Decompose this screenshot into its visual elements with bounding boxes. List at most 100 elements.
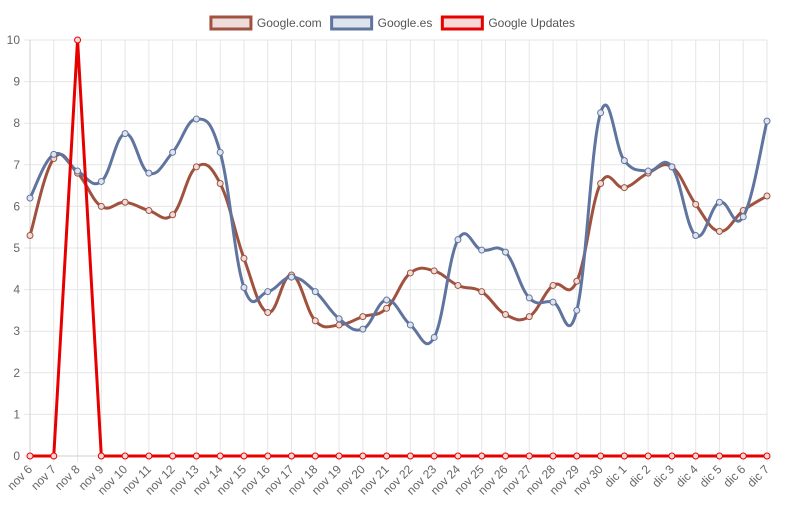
data-point-google-updates[interactable] [169,452,177,460]
data-point-google-es[interactable] [525,294,533,302]
data-point-google-com[interactable] [501,311,509,319]
data-point-google-es[interactable] [335,315,343,323]
data-point-google-updates[interactable] [501,452,509,460]
data-point-google-es[interactable] [644,167,652,175]
data-point-google-updates[interactable] [288,452,296,460]
data-point-google-com[interactable] [549,281,557,289]
data-point-google-updates[interactable] [668,452,676,460]
data-point-google-es[interactable] [620,157,628,165]
data-point-google-updates[interactable] [692,452,700,460]
data-point-google-es[interactable] [240,284,248,292]
legend-item-google-updates[interactable]: Google Updates [440,15,575,31]
data-point-google-com[interactable] [763,192,771,200]
data-point-google-es[interactable] [74,167,82,175]
data-point-google-updates[interactable] [430,452,438,460]
data-point-google-updates[interactable] [739,452,747,460]
data-point-google-updates[interactable] [121,452,129,460]
data-point-google-com[interactable] [335,321,343,329]
x-tick-label: dic 1 [602,462,630,490]
data-point-google-com[interactable] [430,267,438,275]
data-point-google-updates[interactable] [50,452,58,460]
data-point-google-es[interactable] [359,325,367,333]
data-point-google-com[interactable] [597,180,605,188]
data-point-google-updates[interactable] [335,452,343,460]
data-point-google-updates[interactable] [478,452,486,460]
data-point-google-es[interactable] [145,169,153,177]
data-point-google-com[interactable] [121,198,129,206]
data-point-google-com[interactable] [97,202,105,210]
data-point-google-updates[interactable] [715,452,723,460]
data-point-google-updates[interactable] [763,452,771,460]
legend-item-google-com[interactable]: Google.com [209,15,322,31]
data-point-google-com[interactable] [192,163,200,171]
data-point-google-es[interactable] [50,150,58,158]
data-point-google-com[interactable] [26,232,34,240]
data-point-google-es[interactable] [692,232,700,240]
data-point-google-es[interactable] [264,288,272,296]
data-point-google-updates[interactable] [216,452,224,460]
data-point-google-updates[interactable] [264,452,272,460]
data-point-google-updates[interactable] [620,452,628,460]
y-tick-label: 10 [7,33,21,47]
data-point-google-updates[interactable] [26,452,34,460]
data-point-google-updates[interactable] [192,452,200,460]
data-point-google-es[interactable] [216,148,224,156]
data-point-google-es[interactable] [573,306,581,314]
data-point-google-updates[interactable] [97,452,105,460]
data-point-google-es[interactable] [715,198,723,206]
data-point-google-updates[interactable] [549,452,557,460]
data-point-google-es[interactable] [288,273,296,281]
data-point-google-com[interactable] [264,308,272,316]
data-point-google-es[interactable] [169,148,177,156]
series-line-google-updates [30,38,767,458]
data-point-google-com[interactable] [573,277,581,285]
data-point-google-es[interactable] [311,288,319,296]
data-point-google-updates[interactable] [454,452,462,460]
data-point-google-com[interactable] [240,254,248,262]
data-point-google-updates[interactable] [597,452,605,460]
data-point-google-es[interactable] [430,333,438,341]
data-point-google-updates[interactable] [525,452,533,460]
data-point-google-es[interactable] [454,236,462,244]
data-point-google-com[interactable] [311,317,319,325]
data-point-google-com[interactable] [478,288,486,296]
data-point-google-es[interactable] [501,248,509,256]
data-point-google-updates[interactable] [240,452,248,460]
data-point-google-updates[interactable] [145,452,153,460]
y-tick-label: 3 [13,324,20,338]
data-point-google-com[interactable] [359,313,367,321]
data-point-google-updates[interactable] [383,452,391,460]
data-point-google-updates[interactable] [359,452,367,460]
data-point-google-es[interactable] [739,213,747,221]
y-tick-label: 1 [13,407,20,421]
data-point-google-updates[interactable] [644,452,652,460]
data-point-google-es[interactable] [97,177,105,185]
data-point-google-es[interactable] [549,298,557,306]
data-point-google-es[interactable] [763,117,771,125]
data-point-google-updates[interactable] [311,452,319,460]
data-point-google-com[interactable] [406,269,414,277]
data-point-google-com[interactable] [383,304,391,312]
data-point-google-es[interactable] [26,194,34,202]
series-google-es [26,103,771,346]
data-point-google-com[interactable] [715,227,723,235]
data-point-google-es[interactable] [478,246,486,254]
data-point-google-com[interactable] [145,207,153,215]
data-point-google-es[interactable] [597,109,605,117]
series-line-google-es [28,103,769,346]
data-point-google-com[interactable] [216,180,224,188]
data-point-google-com[interactable] [692,200,700,208]
data-point-google-updates[interactable] [573,452,581,460]
data-point-google-es[interactable] [406,321,414,329]
data-point-google-updates[interactable] [406,452,414,460]
data-point-google-updates[interactable] [74,36,82,44]
data-point-google-es[interactable] [121,130,129,138]
data-point-google-es[interactable] [383,296,391,304]
data-point-google-es[interactable] [192,115,200,123]
data-point-google-com[interactable] [525,313,533,321]
data-point-google-es[interactable] [668,163,676,171]
data-point-google-com[interactable] [620,184,628,192]
data-point-google-com[interactable] [454,281,462,289]
data-point-google-com[interactable] [169,211,177,219]
legend-item-google-es[interactable]: Google.es [330,15,433,31]
